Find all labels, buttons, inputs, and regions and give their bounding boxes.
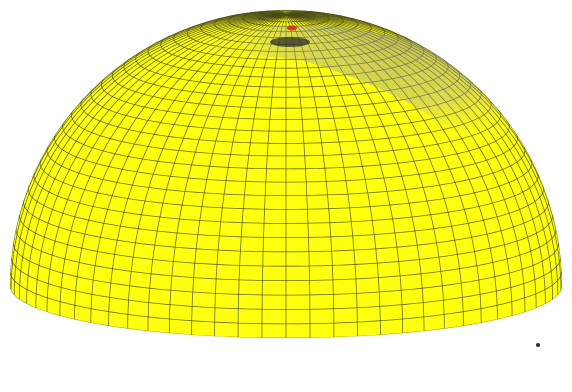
- mesh-line: [19, 14, 287, 300]
- mesh-line: [285, 10, 306, 16]
- mesh-line: [281, 10, 287, 16]
- apex-marker: [287, 25, 297, 31]
- apex-ring: [270, 37, 310, 47]
- shaded-region: [150, 25, 560, 250]
- mesh-line: [285, 10, 295, 16]
- mesh-line: [31, 14, 287, 179]
- mesh-line: [285, 10, 300, 16]
- mesh-line: [59, 14, 287, 316]
- mesh-line: [123, 14, 287, 64]
- mesh-line: [10, 14, 287, 291]
- mesh-line: [13, 14, 287, 296]
- mesh-line: [46, 14, 287, 313]
- mesh-line: [26, 14, 287, 304]
- mesh-line: [285, 10, 291, 16]
- mesh-line: [79, 14, 287, 104]
- node-marker: [536, 343, 540, 347]
- mesh-line: [35, 14, 287, 308]
- mesh-line: [10, 14, 287, 287]
